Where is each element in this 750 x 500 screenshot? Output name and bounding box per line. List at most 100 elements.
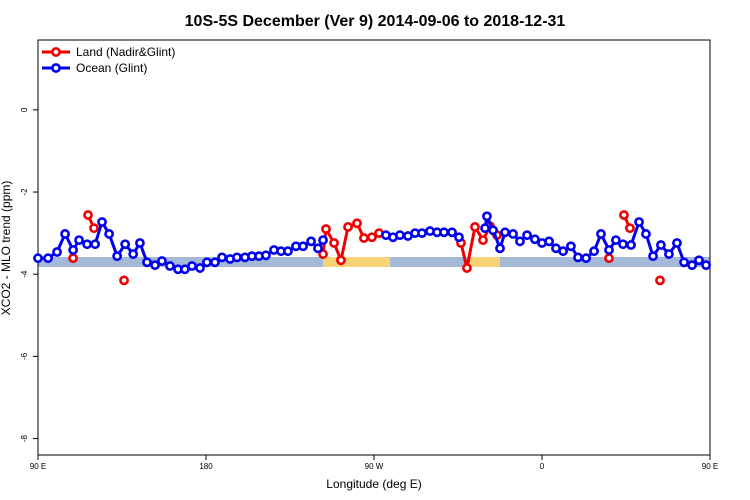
- surface-band: [38, 257, 710, 267]
- data-point: [119, 275, 129, 286]
- data-point: [68, 245, 78, 255]
- data-point: [508, 229, 518, 239]
- data-point: [482, 211, 492, 222]
- x-axis-label: Longitude (deg E): [326, 477, 421, 491]
- data-point: [462, 263, 472, 273]
- data-point: [43, 253, 53, 264]
- x-tick-label: 180: [199, 462, 213, 471]
- data-point: [329, 238, 339, 248]
- legend-marker: [51, 63, 61, 73]
- data-point: [589, 246, 599, 257]
- legend-label: Land (Nadir&Glint): [76, 45, 175, 59]
- data-point: [395, 230, 405, 241]
- y-tick-label: -4: [20, 270, 29, 278]
- data-point: [454, 232, 464, 243]
- data-point: [210, 257, 220, 268]
- data-point: [336, 255, 346, 266]
- data-point: [655, 275, 665, 286]
- legend-marker: [51, 47, 61, 57]
- data-point: [232, 252, 242, 263]
- data-point: [522, 230, 532, 241]
- data-point: [283, 246, 293, 257]
- data-point: [217, 252, 227, 263]
- data-point: [83, 210, 93, 220]
- data-point: [488, 225, 498, 236]
- data-point: [439, 227, 449, 238]
- data-point: [604, 253, 614, 264]
- data-point: [604, 245, 614, 255]
- data-point: [694, 255, 704, 266]
- data-point: [367, 232, 377, 243]
- x-tick-label: 0: [540, 462, 545, 471]
- data-point: [128, 249, 139, 259]
- data-point: [500, 227, 510, 238]
- data-point: [596, 229, 606, 239]
- x-tick-label: 90 E: [30, 462, 46, 471]
- data-point: [611, 235, 621, 246]
- data-point: [679, 257, 689, 268]
- data-point: [495, 243, 505, 254]
- data-point: [619, 210, 629, 220]
- data-point: [60, 229, 70, 239]
- legend-label: Ocean (Glint): [76, 61, 147, 75]
- data-point: [90, 239, 101, 250]
- data-point: [664, 249, 674, 259]
- data-point: [352, 218, 362, 229]
- data-point: [142, 257, 152, 268]
- y-tick-label: 0: [20, 107, 29, 112]
- data-point: [701, 260, 711, 271]
- data-point: [530, 234, 540, 245]
- data-point: [318, 235, 328, 246]
- land-band: [323, 257, 390, 267]
- land-band: [467, 257, 500, 267]
- data-point: [318, 249, 328, 259]
- data-point: [634, 217, 644, 227]
- data-point: [656, 240, 666, 250]
- data-point: [261, 250, 271, 261]
- data-point: [150, 260, 160, 271]
- data-point: [648, 251, 658, 262]
- data-point: [202, 257, 212, 268]
- data-point: [343, 222, 353, 232]
- y-tick-label: -6: [20, 352, 29, 360]
- data-point: [298, 241, 308, 252]
- y-axis-label: XCO2 - MLO trend (ppm): [0, 181, 13, 316]
- data-point: [157, 256, 167, 266]
- x-tick-label: 90 W: [365, 462, 384, 471]
- data-point: [359, 233, 369, 243]
- data-point: [52, 247, 62, 257]
- data-point: [104, 229, 115, 239]
- y-tick-label: -2: [20, 188, 29, 196]
- data-point: [470, 222, 480, 232]
- chart-title: 10S-5S December (Ver 9) 2014-09-06 to 20…: [185, 13, 566, 30]
- data-point: [165, 261, 175, 271]
- data-point: [68, 253, 78, 264]
- data-point: [135, 238, 145, 248]
- data-point: [626, 240, 636, 250]
- data-point: [558, 246, 568, 257]
- data-point: [313, 243, 323, 254]
- data-point: [641, 229, 651, 239]
- data-point: [120, 239, 131, 250]
- data-point: [672, 238, 682, 248]
- data-point: [417, 228, 427, 239]
- data-point: [544, 236, 554, 247]
- data-point: [195, 263, 205, 273]
- x-tick-label: 90 E: [702, 462, 718, 471]
- data-point: [306, 236, 316, 247]
- data-point: [187, 261, 197, 271]
- data-point: [74, 235, 84, 246]
- data-point: [33, 253, 43, 264]
- y-tick-label: -8: [20, 434, 29, 442]
- data-point: [478, 235, 488, 246]
- data-point: [447, 227, 457, 238]
- series: [33, 211, 711, 275]
- data-point: [480, 223, 490, 234]
- data-point: [97, 217, 107, 227]
- data-point: [573, 252, 583, 263]
- data-point: [89, 223, 99, 234]
- data-point: [618, 239, 628, 250]
- data-point: [321, 224, 331, 234]
